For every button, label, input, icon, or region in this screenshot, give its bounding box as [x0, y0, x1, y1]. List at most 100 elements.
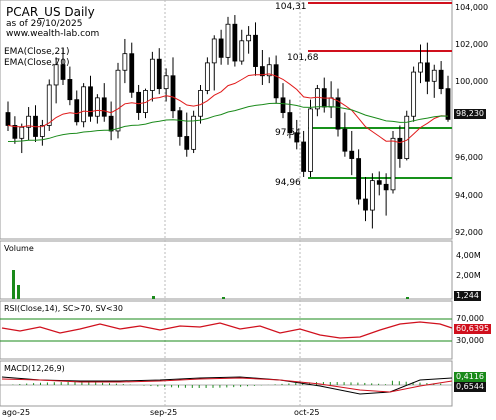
macd-pane	[0, 360, 453, 407]
candle-body	[259, 66, 265, 77]
candle-body	[294, 132, 300, 143]
candle-body	[53, 64, 59, 86]
candle-body	[218, 38, 224, 58]
as-of-date: as of 29/10/2025	[6, 19, 83, 29]
candle-body	[411, 71, 417, 117]
candle-body	[5, 112, 11, 126]
candle-body	[253, 34, 258, 67]
candle-body	[177, 110, 183, 137]
candle-body	[369, 180, 375, 211]
candle-body	[163, 75, 169, 90]
candle-body	[12, 125, 18, 139]
candle-body	[26, 115, 32, 128]
candle-body	[191, 115, 197, 150]
candle-body	[115, 69, 121, 132]
price-tick-104: 104,000	[455, 3, 489, 12]
rsi-pane	[0, 300, 453, 360]
volume-pane	[0, 240, 453, 300]
price-pane	[0, 0, 453, 240]
candle-body	[74, 99, 80, 123]
candle-body	[122, 53, 128, 71]
candle-body	[232, 23, 238, 62]
rsi-last-tag: 60,6395	[454, 324, 492, 334]
x-tick-aug: ago-25	[2, 408, 31, 417]
candle-body	[81, 86, 87, 123]
price-tick-100: 100,000	[455, 77, 489, 86]
candle-body	[328, 97, 334, 108]
candle-body	[39, 125, 45, 137]
level-label-mid2: 97,54	[275, 128, 301, 138]
level-label-low: 94,96	[275, 178, 301, 188]
rsi-title: RSI(Close,14), SC>70, SV<30	[4, 304, 123, 313]
candle-body	[266, 64, 272, 77]
candle-body	[445, 88, 451, 120]
candle-body	[287, 112, 293, 134]
candle-body	[239, 40, 245, 62]
candle-body	[397, 137, 403, 159]
candle-body	[170, 75, 176, 112]
candle-body	[438, 69, 444, 90]
candle-body	[149, 58, 155, 91]
candle-body	[424, 62, 430, 82]
x-tick-sep: sep-25	[150, 408, 178, 417]
candle-body	[431, 69, 437, 82]
candle-body	[356, 158, 362, 200]
candle-body	[404, 115, 410, 159]
volume-bars	[12, 270, 409, 299]
candlestick-series	[5, 15, 451, 229]
candle-body	[383, 183, 389, 191]
ema70-legend: EMA(Close,70)	[4, 58, 70, 68]
macd-signal-line	[1, 377, 453, 393]
candle-body	[349, 150, 355, 159]
ema21-line	[7, 73, 449, 144]
rsi-line	[1, 321, 453, 339]
candle-body	[363, 198, 368, 211]
candle-body	[204, 62, 210, 91]
rsi-tick-70: 70,000	[456, 314, 484, 323]
macd-last-tag-1: 0,4116	[454, 372, 486, 382]
candle-body	[67, 79, 73, 101]
candle-body	[94, 97, 100, 117]
volume-last-tag: 1,244	[454, 291, 481, 301]
chart-title: PCAR_US Daily	[6, 5, 95, 19]
ema70-line	[7, 102, 449, 142]
macd-title: MACD(12,26,9)	[4, 364, 65, 373]
candle-body	[156, 58, 162, 90]
macd-last-tag-2: 0,6544	[454, 382, 486, 392]
last-price-tag: 98,230	[454, 109, 486, 119]
x-tick-oct: oct-25	[294, 408, 320, 417]
candle-body	[246, 34, 252, 42]
candle-body	[136, 91, 142, 113]
volume-tick-4m: 4,00M	[456, 251, 481, 260]
level-label-mid: 101,68	[287, 53, 319, 63]
candle-body	[19, 126, 25, 139]
level-label-top: 104,31	[275, 2, 307, 12]
candle-body	[211, 38, 217, 64]
candle-body	[101, 97, 107, 117]
price-tick-92: 92,000	[455, 228, 483, 237]
ema21-legend: EMA(Close,21)	[4, 47, 70, 57]
candle-body	[46, 84, 52, 126]
price-tick-96: 96,000	[455, 153, 483, 162]
site-url: www.wealth-lab.com	[6, 29, 100, 39]
candle-body	[301, 141, 307, 172]
candle-body	[376, 180, 382, 185]
candle-body	[184, 136, 190, 150]
volume-title: Volume	[4, 244, 34, 253]
rsi-tick-30: 30,000	[456, 336, 484, 345]
candle-body	[108, 115, 114, 132]
price-tick-94: 94,000	[455, 191, 483, 200]
candle-body	[308, 108, 313, 172]
candle-body	[273, 64, 279, 99]
candle-body	[342, 128, 348, 152]
candle-body	[60, 64, 66, 80]
candle-body	[129, 53, 135, 93]
candle-body	[390, 137, 396, 191]
candle-body	[418, 62, 423, 73]
volume-tick-2m: 2,00M	[456, 271, 481, 280]
candle-body	[88, 86, 93, 117]
price-tick-102: 102,000	[455, 40, 489, 49]
candle-body	[335, 97, 341, 130]
candle-body	[314, 88, 320, 110]
